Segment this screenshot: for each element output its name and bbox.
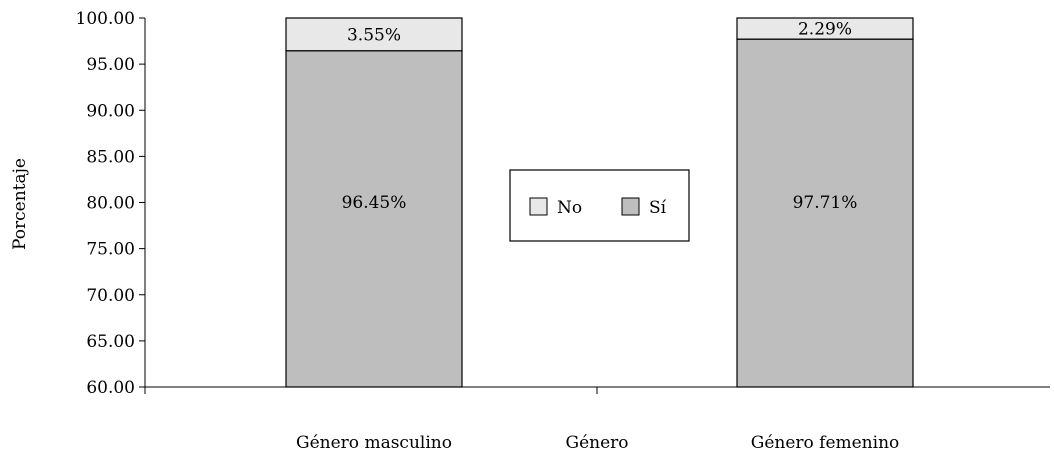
- data-label: 3.55%: [347, 25, 401, 45]
- legend-swatch: [621, 197, 640, 216]
- bar-segment: [736, 38, 914, 388]
- y-tick-label: 85.00: [86, 147, 135, 167]
- y-axis: 60.00 65.00 70.00 75.00 80.00 85.00 90.00 95.00…: [76, 9, 146, 398]
- y-tick-label: 75.00: [86, 240, 135, 260]
- bar-segment: [285, 50, 463, 388]
- y-tick-label: 80.00: [86, 194, 135, 214]
- y-tick-label: 65.00: [86, 332, 135, 352]
- y-tick-label: 100.00: [76, 9, 135, 29]
- x-axis-title: Género: [565, 433, 628, 453]
- x-tick-label: Género femenino: [751, 433, 900, 453]
- bar-segment: [736, 17, 914, 40]
- legend-swatch: [529, 197, 548, 216]
- bar-segment: [285, 17, 463, 52]
- x-tick-label: Género masculino: [296, 433, 452, 453]
- bars: 96.45% 3.55% Género masculino 97.71% 2.29% Gé…: [285, 17, 914, 453]
- y-tick-label: 90.00: [86, 101, 135, 121]
- y-axis-title: Porcentaje: [10, 158, 30, 250]
- data-label: 2.29%: [798, 20, 852, 40]
- y-tick-label: 70.00: [86, 286, 135, 306]
- data-label: 97.71%: [793, 193, 858, 213]
- x-axis: [144, 386, 1050, 394]
- data-label: 96.45%: [342, 193, 407, 213]
- legend-label: No: [557, 198, 582, 218]
- legend: No Sí: [509, 169, 690, 242]
- legend-label: Sí: [649, 198, 667, 218]
- y-tick-label: 60.00: [86, 378, 135, 398]
- y-tick-label: 95.00: [86, 55, 135, 75]
